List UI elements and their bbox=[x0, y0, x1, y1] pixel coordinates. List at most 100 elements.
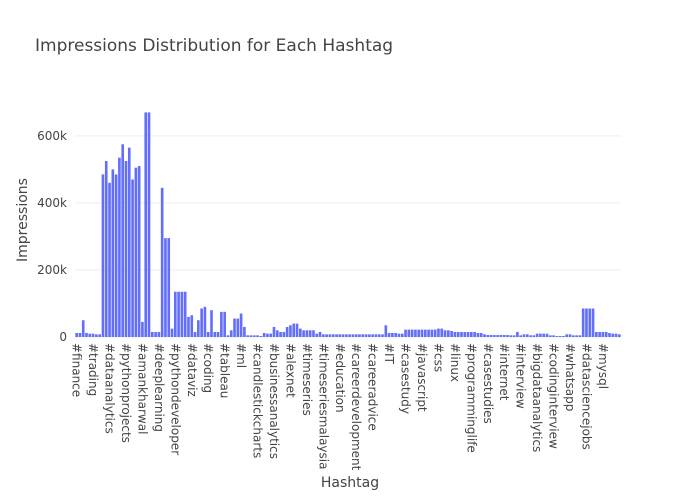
bar bbox=[124, 161, 128, 337]
x-tick-label: #casestudies bbox=[481, 343, 495, 424]
bar bbox=[262, 332, 266, 337]
bar bbox=[417, 329, 421, 337]
bar bbox=[371, 334, 374, 337]
bar bbox=[325, 334, 328, 337]
bar bbox=[229, 330, 233, 337]
x-tick-label: #finance bbox=[70, 343, 84, 397]
bar bbox=[279, 331, 282, 337]
bar bbox=[150, 331, 154, 337]
bar bbox=[328, 334, 332, 337]
bar bbox=[486, 334, 490, 337]
x-tick-label: #pythondeveloper bbox=[168, 343, 182, 455]
bar bbox=[292, 323, 296, 337]
bar bbox=[427, 329, 430, 337]
bar bbox=[354, 334, 358, 337]
bar bbox=[272, 326, 276, 337]
bar bbox=[226, 335, 230, 337]
bar bbox=[170, 328, 174, 337]
x-tick-label: #dataviz bbox=[185, 343, 199, 397]
bar bbox=[249, 335, 253, 337]
bar bbox=[450, 330, 453, 337]
bar bbox=[509, 335, 513, 337]
bar bbox=[266, 333, 269, 337]
bar bbox=[121, 144, 125, 337]
bar bbox=[358, 334, 361, 337]
bar bbox=[598, 331, 601, 337]
bar bbox=[539, 333, 542, 337]
bar bbox=[558, 335, 562, 337]
bar bbox=[483, 334, 486, 337]
bar bbox=[565, 334, 569, 337]
x-tick-label: #css bbox=[431, 343, 445, 372]
bar bbox=[506, 334, 509, 337]
bar bbox=[190, 315, 194, 337]
bar bbox=[134, 167, 138, 337]
bar bbox=[285, 326, 289, 337]
x-tick-label: #whatsapp bbox=[563, 343, 577, 411]
bar bbox=[167, 238, 171, 337]
bar bbox=[239, 313, 243, 337]
bar bbox=[200, 308, 203, 337]
bar bbox=[197, 320, 200, 337]
bar bbox=[216, 331, 220, 337]
bar bbox=[581, 308, 585, 337]
bar bbox=[568, 334, 572, 337]
bar bbox=[535, 333, 539, 337]
x-tick-label: #candlestickcharts bbox=[251, 343, 265, 458]
bar bbox=[210, 310, 213, 337]
bar bbox=[608, 332, 611, 337]
bar bbox=[252, 335, 256, 337]
bar bbox=[335, 334, 338, 337]
bar bbox=[552, 335, 555, 337]
bar bbox=[183, 291, 187, 337]
y-tick-label: 400k bbox=[37, 196, 67, 210]
chart-title: Impressions Distribution for Each Hashta… bbox=[35, 36, 393, 56]
bar bbox=[348, 334, 351, 337]
bar bbox=[522, 334, 526, 337]
bar bbox=[456, 331, 460, 337]
x-tick-label: #datasciencejobs bbox=[579, 343, 593, 450]
bar bbox=[289, 325, 292, 337]
bar bbox=[305, 330, 309, 337]
bar bbox=[144, 112, 148, 338]
bar bbox=[206, 331, 210, 337]
bar bbox=[470, 331, 473, 337]
bar bbox=[223, 311, 226, 337]
bar bbox=[127, 147, 131, 337]
bar bbox=[75, 332, 78, 337]
bar bbox=[381, 334, 384, 337]
bar bbox=[614, 333, 618, 337]
bar bbox=[575, 335, 578, 337]
bar bbox=[157, 331, 161, 337]
bar bbox=[98, 334, 101, 337]
bar bbox=[131, 179, 134, 337]
bar bbox=[322, 334, 325, 337]
bar bbox=[611, 333, 615, 337]
y-axis-title: Impressions bbox=[15, 178, 31, 262]
bar bbox=[236, 318, 240, 337]
x-tick-label: #dataanalytics bbox=[103, 343, 117, 434]
bar bbox=[374, 334, 378, 337]
bar bbox=[315, 333, 319, 337]
bar bbox=[430, 329, 434, 337]
x-tick-label: #internet bbox=[497, 343, 511, 401]
bar bbox=[91, 333, 95, 337]
y-tick-label: 200k bbox=[37, 263, 67, 277]
bar bbox=[180, 291, 184, 337]
x-tick-label: #mysql bbox=[596, 343, 610, 389]
bar bbox=[88, 333, 92, 337]
bar bbox=[318, 331, 322, 337]
bar bbox=[246, 335, 249, 337]
x-tick-label: #careeradvice bbox=[366, 343, 380, 431]
bar bbox=[443, 330, 447, 337]
bar bbox=[391, 332, 394, 337]
bar bbox=[220, 311, 223, 337]
bar bbox=[368, 334, 371, 337]
bar bbox=[351, 334, 355, 337]
bar bbox=[545, 333, 549, 337]
x-tick-label: #linux bbox=[448, 343, 462, 382]
bar bbox=[578, 335, 582, 337]
bar bbox=[95, 334, 98, 337]
x-tick-label: #timeseriesmalaysia bbox=[316, 343, 330, 469]
